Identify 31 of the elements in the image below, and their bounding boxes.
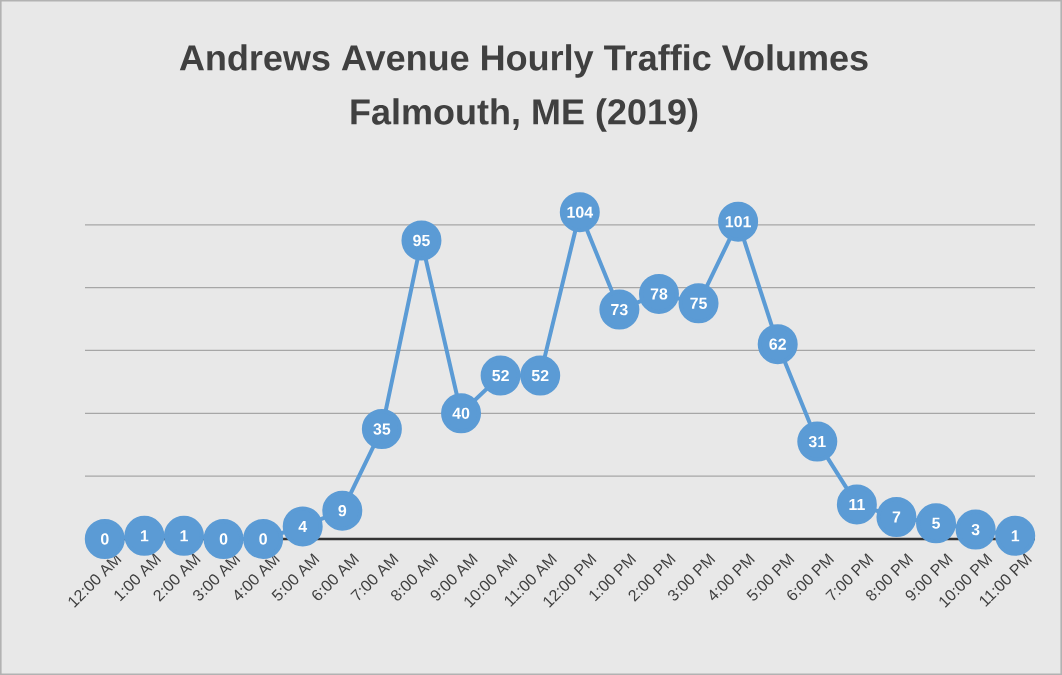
data-label: 104 xyxy=(567,206,594,218)
data-label: 40 xyxy=(452,407,470,419)
data-label: 4 xyxy=(298,520,308,532)
data-label: 78 xyxy=(650,288,668,300)
data-label: 0 xyxy=(100,533,109,545)
data-label: 7 xyxy=(892,511,901,523)
chart-subtitle: Falmouth, ME (2019) xyxy=(351,98,698,132)
data-label: 1 xyxy=(140,530,149,542)
data-label: 3 xyxy=(971,523,980,536)
data-label: 75 xyxy=(690,297,707,309)
chart-title: Andrews Avenue Hourly Traffic Volumes xyxy=(179,44,868,78)
data-label: 31 xyxy=(808,435,826,448)
data-label: 5 xyxy=(932,517,941,529)
data-label: 0 xyxy=(219,533,228,545)
point xyxy=(876,496,917,537)
data-label: 73 xyxy=(611,303,628,316)
point xyxy=(916,503,957,544)
data-label: 0 xyxy=(259,533,267,545)
data-label: 9 xyxy=(338,505,347,517)
data-label: 35 xyxy=(373,423,391,435)
data-label: 52 xyxy=(492,369,509,382)
point xyxy=(955,509,996,550)
data-label: 1 xyxy=(1011,530,1020,542)
point xyxy=(322,490,363,531)
data-label: 95 xyxy=(413,234,430,247)
data-label: 1 xyxy=(180,530,188,542)
data-label: 62 xyxy=(769,338,786,350)
point xyxy=(282,506,323,547)
data-label: 11 xyxy=(849,498,865,510)
data-label: 52 xyxy=(531,369,549,382)
data-label: 101 xyxy=(725,215,751,228)
